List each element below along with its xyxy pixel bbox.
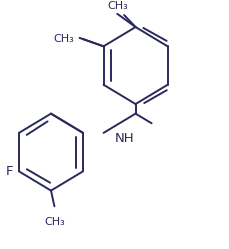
Text: F: F [6,165,13,178]
Text: CH₃: CH₃ [44,217,65,227]
Text: CH₃: CH₃ [106,1,127,11]
Text: NH: NH [114,132,134,145]
Text: CH₃: CH₃ [53,34,74,44]
